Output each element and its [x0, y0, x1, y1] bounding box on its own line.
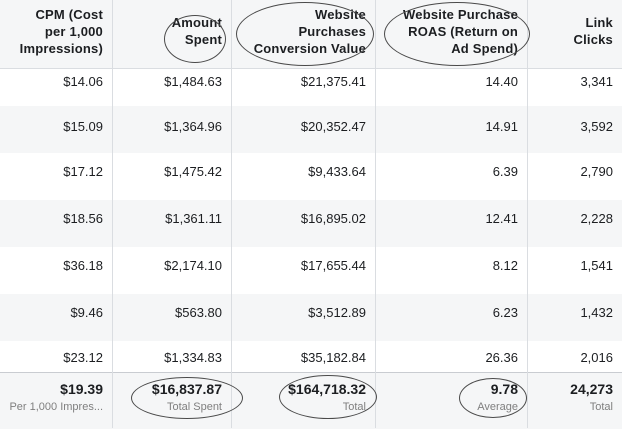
total-link-clicks-label: Total [589, 401, 613, 413]
highlight-ellipse [236, 2, 374, 66]
roas-cell: 6.39 [492, 164, 518, 179]
cpm-cell: $17.12 [63, 164, 103, 179]
header-link-clicks[interactable]: Link Clicks [573, 15, 613, 47]
conversion-value-cell: $9,433.64 [308, 164, 366, 179]
conversion-value-cell: $20,352.47 [300, 119, 366, 134]
total-link-clicks-value: 24,273 [570, 381, 613, 397]
column-divider [375, 0, 376, 428]
amount-spent-cell: $2,174.10 [164, 258, 222, 273]
amount-spent-cell: $563.80 [175, 305, 222, 320]
roas-cell: 6.23 [492, 305, 518, 320]
roas-cell: 12.41 [485, 211, 518, 226]
table-row: $36.18 $2,174.10 $17,655.44 8.12 1,541 [0, 247, 622, 294]
total-cpm-label: Per 1,000 Impres... [9, 401, 103, 413]
amount-spent-cell: $1,484.63 [164, 74, 222, 89]
conversion-value-cell: $17,655.44 [300, 258, 366, 273]
table-row: $14.06 $1,484.63 $21,375.41 14.40 3,341 [0, 69, 622, 116]
conversion-value-cell: $3,512.89 [308, 305, 366, 320]
link-clicks-cell: 1,432 [580, 305, 613, 320]
roas-cell: 8.12 [492, 258, 518, 273]
header-cpm[interactable]: CPM (Cost per 1,000 Impressions) [19, 7, 103, 56]
table-row: $23.12 $1,334.83 $35,182.84 26.36 2,016 [0, 341, 622, 372]
table-row: $15.09 $1,364.96 $20,352.47 14.91 3,592 [0, 106, 622, 153]
table-row: $9.46 $563.80 $3,512.89 6.23 1,432 [0, 294, 622, 341]
link-clicks-cell: 1,541 [580, 258, 613, 273]
column-divider [527, 0, 528, 428]
table-row: $17.12 $1,475.42 $9,433.64 6.39 2,790 [0, 153, 622, 200]
total-cpm-value: $19.39 [60, 381, 103, 397]
cpm-cell: $36.18 [63, 258, 103, 273]
highlight-ellipse [164, 15, 226, 63]
link-clicks-cell: 3,341 [580, 74, 613, 89]
link-clicks-cell: 2,016 [580, 350, 613, 365]
link-clicks-cell: 3,592 [580, 119, 613, 134]
column-divider [231, 0, 232, 428]
roas-cell: 14.91 [485, 119, 518, 134]
table-row: $18.56 $1,361.11 $16,895.02 12.41 2,228 [0, 200, 622, 247]
conversion-value-cell: $21,375.41 [300, 74, 366, 89]
amount-spent-cell: $1,334.83 [164, 350, 222, 365]
highlight-ellipse [279, 375, 377, 419]
cpm-cell: $23.12 [63, 350, 103, 365]
link-clicks-cell: 2,790 [580, 164, 613, 179]
roas-cell: 14.40 [485, 74, 518, 89]
amount-spent-cell: $1,361.11 [165, 211, 222, 226]
conversion-value-cell: $16,895.02 [300, 211, 366, 226]
highlight-ellipse [384, 2, 530, 66]
highlight-ellipse [131, 377, 243, 419]
amount-spent-cell: $1,475.42 [164, 164, 222, 179]
column-divider [112, 0, 113, 428]
cpm-cell: $15.09 [63, 119, 103, 134]
cpm-cell: $9.46 [70, 305, 103, 320]
amount-spent-cell: $1,364.96 [164, 119, 222, 134]
cpm-cell: $18.56 [63, 211, 103, 226]
highlight-ellipse [459, 378, 527, 418]
roas-cell: 26.36 [485, 350, 518, 365]
cpm-cell: $14.06 [63, 74, 103, 89]
conversion-value-cell: $35,182.84 [300, 350, 366, 365]
link-clicks-cell: 2,228 [580, 211, 613, 226]
